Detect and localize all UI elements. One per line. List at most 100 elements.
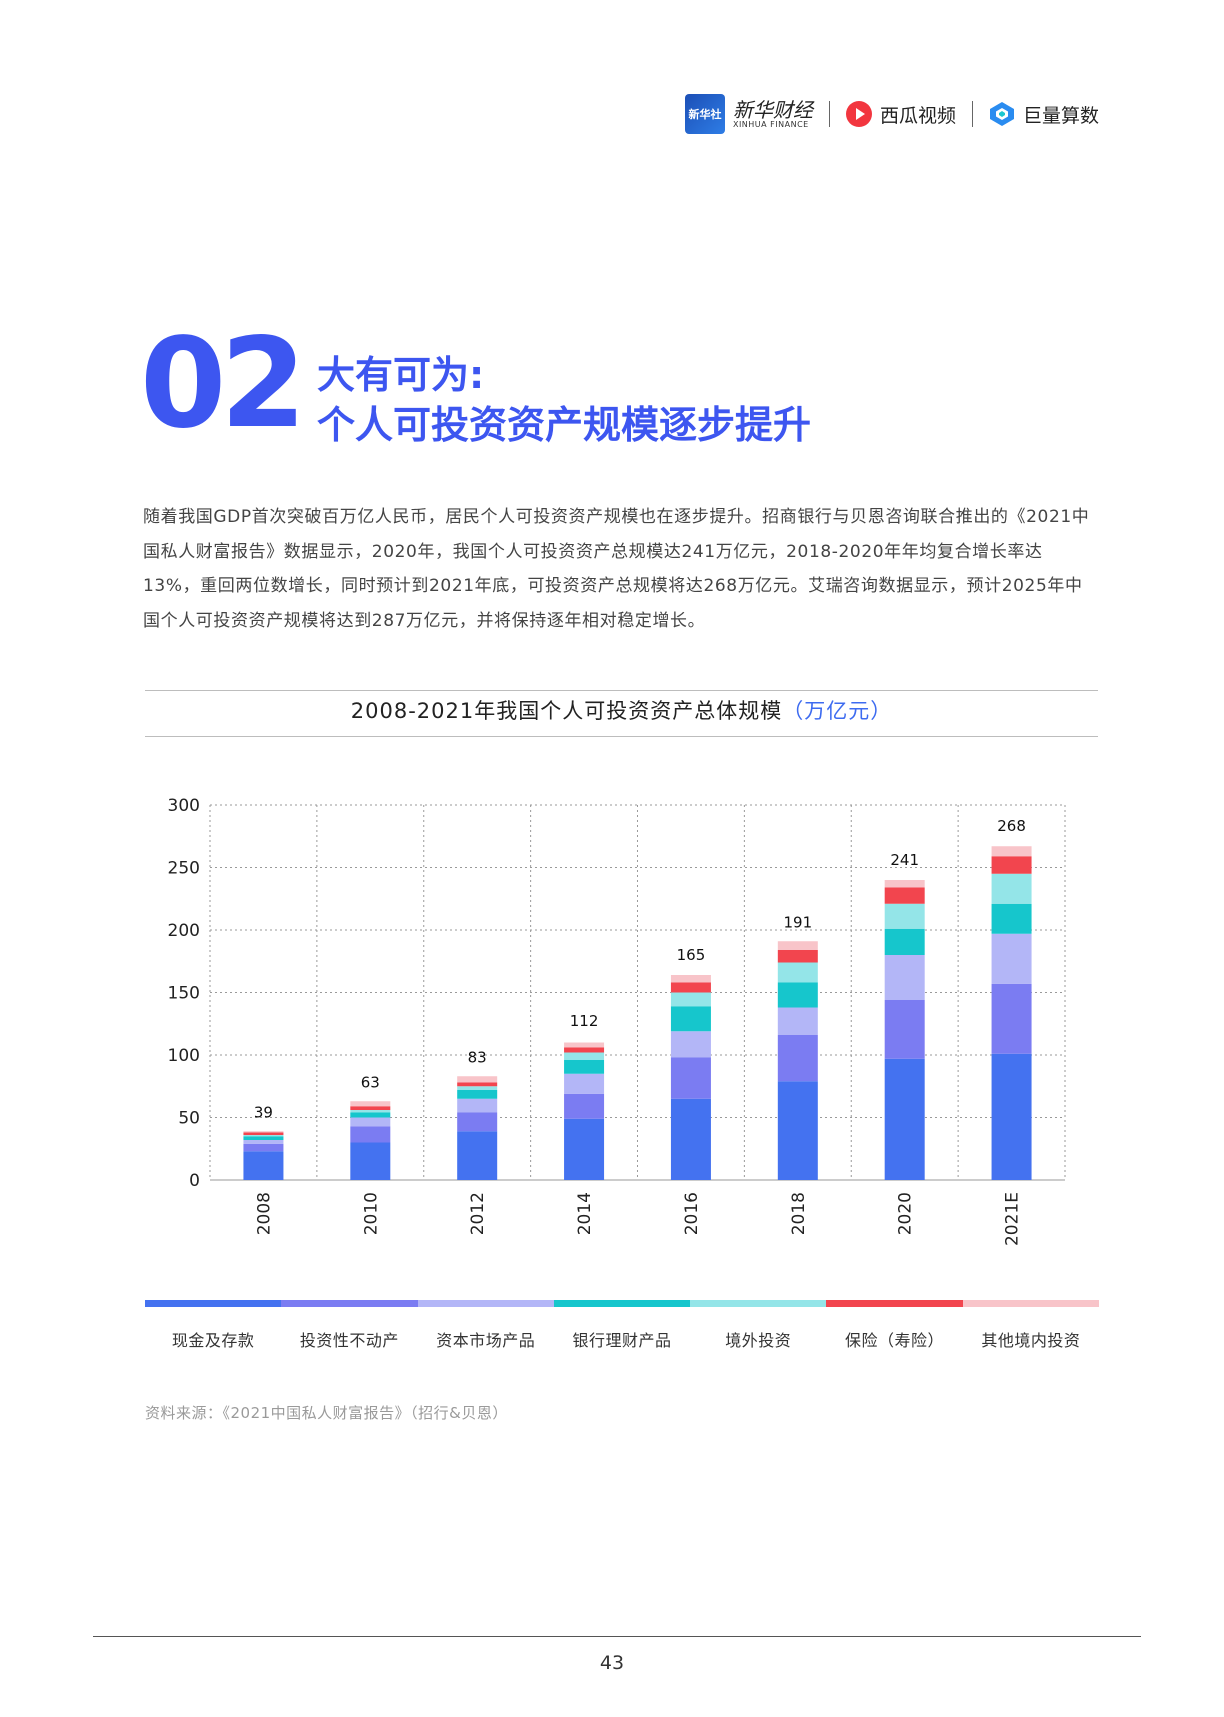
bar-segment	[564, 1042, 605, 1048]
bar-segment	[243, 1143, 284, 1152]
bar-segment	[564, 1060, 605, 1074]
y-tick-label: 150	[168, 984, 200, 1004]
section-title-line2: 个人可投资资产规模逐步提升	[317, 403, 812, 447]
bar-segment	[564, 1093, 605, 1119]
bar-segment	[777, 982, 818, 1008]
legend-label: 保险（寿险）	[845, 1331, 945, 1350]
bar-segment	[884, 1000, 925, 1059]
intro-paragraph: 随着我国GDP首次突破百万亿人民币，居民个人可投资资产规模也在逐步提升。招商银行…	[143, 507, 1090, 631]
bar-segment	[243, 1132, 284, 1135]
legend-item: 其他境内投资	[962, 1300, 1099, 1351]
bar-segment	[991, 856, 1032, 874]
legend-item: 境外投资	[690, 1300, 827, 1351]
legend-label: 资本市场产品	[436, 1331, 536, 1350]
legend-label: 境外投资	[725, 1331, 792, 1350]
bar-segment	[564, 1047, 605, 1053]
x-tick-label: 2016	[682, 1192, 702, 1235]
page-number: 43	[599, 1652, 625, 1674]
y-tick-label: 100	[168, 1046, 200, 1066]
bar-segment	[243, 1131, 284, 1133]
logo-divider	[828, 101, 830, 127]
bar-segment	[670, 1031, 711, 1058]
chart-unit: （万亿元）	[782, 699, 893, 723]
bar-segment	[670, 1098, 711, 1180]
bar-segment	[777, 962, 818, 983]
xigua-logo: 西瓜视频	[845, 101, 956, 128]
bar-segment	[457, 1112, 498, 1132]
bar-segment	[350, 1101, 391, 1107]
legend-swatch	[417, 1300, 554, 1307]
bar-segment	[884, 1058, 925, 1180]
legend-label: 银行理财产品	[572, 1331, 672, 1350]
y-tick-label: 0	[189, 1171, 200, 1191]
legend-swatch	[690, 1300, 827, 1307]
bar-segment	[243, 1136, 284, 1140]
bar-segment	[564, 1052, 605, 1060]
legend-label: 现金及存款	[171, 1331, 255, 1350]
bar-segment	[991, 846, 1032, 857]
bar-segment	[884, 887, 925, 904]
bar-segment	[991, 873, 1032, 904]
bar-segment	[457, 1082, 498, 1087]
bar-segment	[884, 955, 925, 1000]
logo-divider	[971, 101, 973, 127]
bar-segment	[777, 941, 818, 950]
bar-segment	[564, 1118, 605, 1180]
total-label: 63	[361, 1073, 380, 1091]
footer-rule	[93, 1636, 1141, 1637]
bar-segment	[991, 933, 1032, 984]
total-label: 191	[783, 913, 812, 931]
legend-item: 投资性不动产	[281, 1300, 418, 1351]
x-tick-label: 2008	[254, 1192, 274, 1235]
total-label: 39	[254, 1103, 273, 1121]
legend-item: 资本市场产品	[417, 1300, 554, 1351]
section-number: 02	[140, 312, 307, 456]
bar-segment	[884, 880, 925, 888]
bar-segment	[350, 1117, 391, 1127]
bar-segment	[991, 983, 1032, 1054]
xinhua-en-name: XINHUA FINANCE	[732, 119, 809, 129]
legend-label: 其他境内投资	[981, 1331, 1081, 1350]
x-tick-label: 2010	[361, 1192, 381, 1235]
total-label: 241	[890, 851, 919, 869]
bar-segment	[564, 1073, 605, 1094]
bar-segment	[350, 1112, 391, 1118]
xinhua-cn-name: 新华财经	[732, 97, 813, 122]
header-logos: 新华社 新华财经 XINHUA FINANCE 西瓜视频 巨量算数	[684, 94, 1099, 134]
juliang-logo: 巨量算数	[989, 101, 1099, 128]
x-tick-label: 2020	[896, 1192, 916, 1235]
bar-segment	[457, 1086, 498, 1090]
bar-segment	[457, 1090, 498, 1099]
bar-segment	[777, 950, 818, 963]
stacked-bar-chart: 0 50 100 150 200 250 300 39 2008 63 2010 83 2012 112 2…	[168, 796, 1066, 1246]
y-tick-label: 250	[168, 859, 200, 879]
total-label: 165	[677, 946, 706, 964]
legend-item: 银行理财产品	[553, 1300, 691, 1351]
chart-title: 2008-2021年我国个人可投资资产总体规模（万亿元）	[145, 695, 1098, 725]
bar-segment	[350, 1126, 391, 1143]
x-tick-label: 2021E	[1003, 1192, 1023, 1246]
bar-segment	[884, 928, 925, 955]
legend-item: 保险（寿险）	[826, 1300, 963, 1351]
legend-swatch	[281, 1300, 418, 1307]
x-tick-label: 2014	[575, 1192, 595, 1235]
legend-swatch	[145, 1300, 282, 1307]
bar-segment	[243, 1135, 284, 1137]
play-icon	[845, 101, 872, 127]
chart-title-rule	[145, 736, 1098, 737]
juliang-icon	[989, 101, 1015, 127]
bar-segment	[884, 903, 925, 929]
bar-segment	[670, 975, 711, 983]
y-tick-label: 200	[168, 921, 200, 941]
x-tick-label: 2018	[789, 1192, 809, 1235]
legend-item: 现金及存款	[145, 1300, 282, 1351]
bar-segment	[777, 1035, 818, 1082]
bar-segment	[350, 1142, 391, 1180]
bar-segment	[670, 992, 711, 1007]
xinhua-icon: 新华社	[684, 94, 725, 134]
chart-legend: 现金及存款 投资性不动产 资本市场产品 银行理财产品 境外投资 保险（寿险） 其他境内投资	[145, 1300, 1099, 1351]
total-label: 112	[570, 1012, 599, 1030]
bar-segment	[457, 1131, 498, 1180]
section-title: 大有可为: 个人可投资资产规模逐步提升	[317, 350, 811, 450]
chart-top-rule	[145, 690, 1098, 691]
